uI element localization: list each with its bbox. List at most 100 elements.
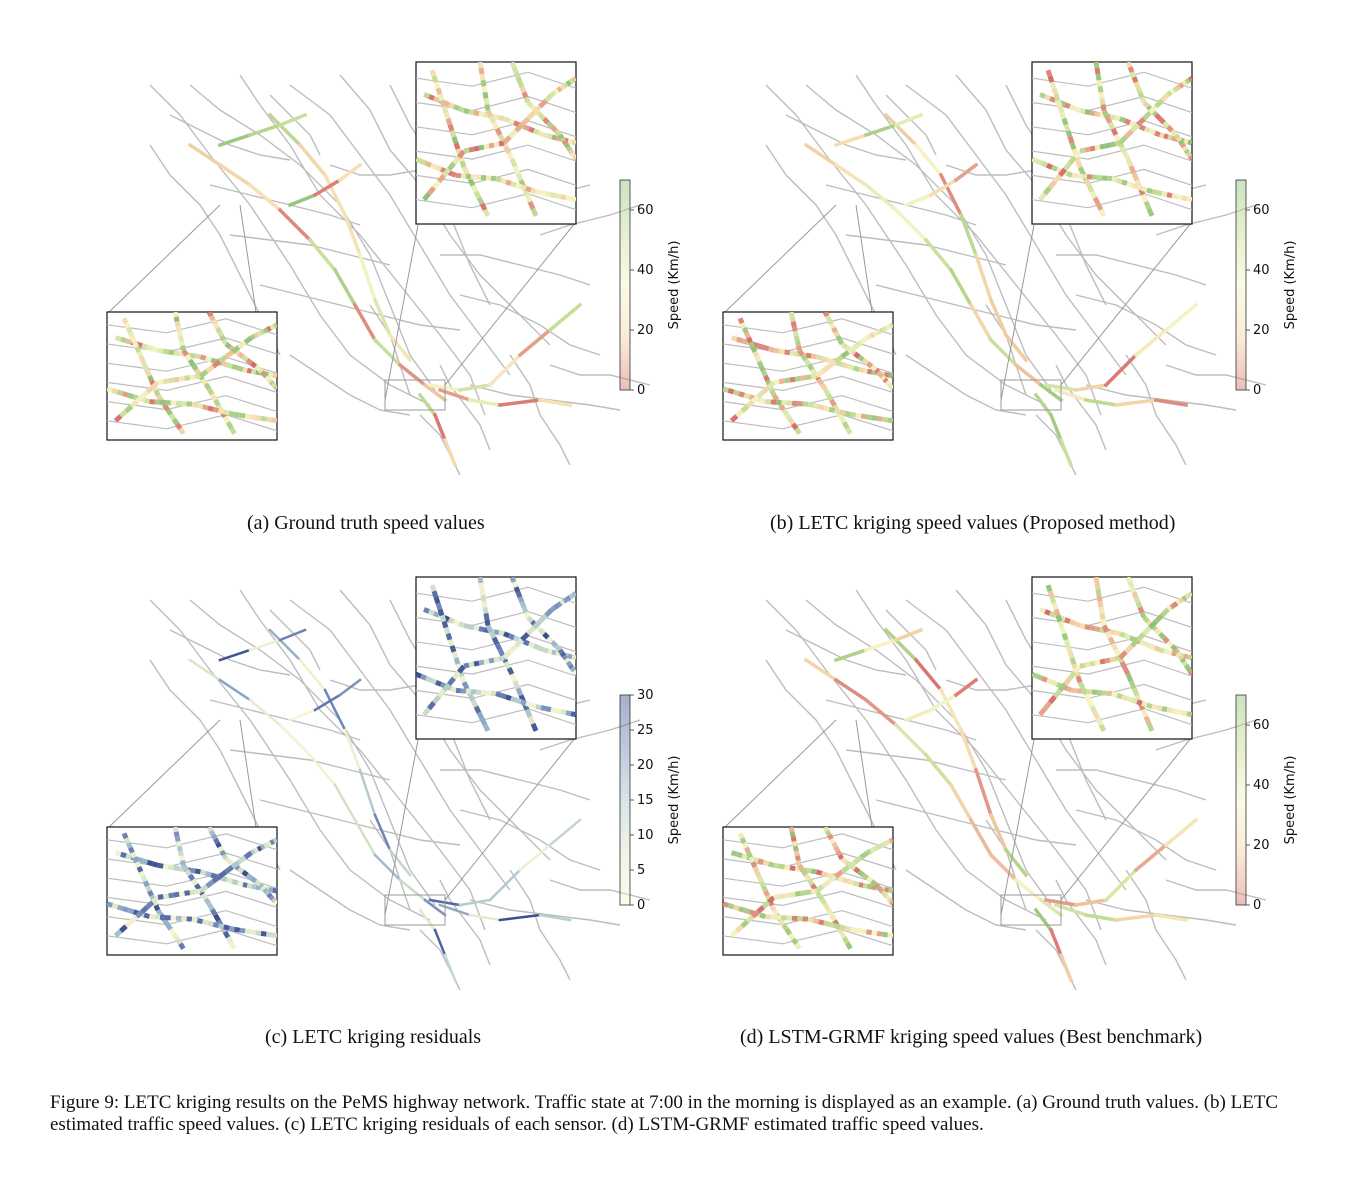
sensor-segment xyxy=(1038,382,1064,403)
inset-sensor xyxy=(1107,121,1116,130)
inset-sensor xyxy=(266,840,272,847)
inset-sensor xyxy=(819,382,828,391)
inset-sensor xyxy=(147,889,154,897)
inset-sensor xyxy=(111,903,119,910)
inset-sensor xyxy=(810,868,817,875)
inset-sensor xyxy=(789,831,796,838)
inset-sensor xyxy=(1046,677,1053,685)
inset-sensor xyxy=(829,398,837,407)
inset-sensor xyxy=(431,590,439,599)
colorbar: 0 20 40 60 Speed (Km/h) xyxy=(1235,179,1298,398)
inset-sensor xyxy=(215,841,222,849)
inset-sensor xyxy=(723,901,730,908)
inset-sensor xyxy=(565,595,572,602)
inset-sensor xyxy=(1154,627,1162,636)
map-base xyxy=(765,74,1267,476)
inset-sensor xyxy=(467,178,476,187)
inset-sensor xyxy=(135,394,144,404)
inset-sensor xyxy=(458,621,465,628)
inset-sensor xyxy=(1049,611,1056,618)
inset-sensor xyxy=(203,382,212,391)
inset-sensor xyxy=(882,325,888,332)
inset-sensor xyxy=(272,322,277,329)
inset-sensor xyxy=(241,869,249,877)
sensor-segment xyxy=(468,913,502,922)
inset-sensor xyxy=(1175,599,1182,606)
road-line xyxy=(239,589,486,931)
inset-sensor xyxy=(523,611,531,619)
inset-sensor xyxy=(829,322,836,330)
sensor-segment xyxy=(1133,327,1169,358)
inset-sensor xyxy=(445,632,453,641)
inset-sensor xyxy=(213,913,221,922)
inset-sensor xyxy=(823,920,830,927)
inset-sensor xyxy=(447,161,456,171)
zoom-region xyxy=(1000,894,1062,926)
inset-sensor xyxy=(224,350,234,359)
inset-sensor xyxy=(810,368,818,376)
inset-sensor xyxy=(250,929,257,936)
inset-bottom-left xyxy=(722,311,894,441)
inset-sensor xyxy=(268,379,275,386)
inset-sensor xyxy=(735,409,744,418)
inset-sensor xyxy=(174,321,181,327)
sensor-segment xyxy=(548,818,582,847)
sensor-segment xyxy=(247,122,283,138)
inset-sensor xyxy=(437,93,445,102)
inset-sensor xyxy=(746,336,753,344)
inset-sensor xyxy=(427,185,436,196)
inset-sensor xyxy=(824,829,832,837)
inset-sensor xyxy=(738,906,745,913)
road-line xyxy=(149,84,431,406)
inset-sensor xyxy=(1127,66,1135,74)
inset-sensor xyxy=(258,367,264,374)
sensor-segment xyxy=(833,162,869,188)
inset-sensor xyxy=(1097,600,1104,608)
inset-sensor xyxy=(1136,699,1143,706)
inset-sensor xyxy=(568,78,575,85)
inset-sensor xyxy=(473,110,480,117)
inset-sensor xyxy=(767,895,776,905)
inset-sensor xyxy=(532,619,542,630)
inset-sensor xyxy=(1116,177,1123,185)
inset-sensor xyxy=(493,629,500,636)
inset-sensor xyxy=(1073,149,1082,159)
sensor-segment xyxy=(278,628,307,642)
sensor-segment xyxy=(833,677,869,703)
inset-sensor xyxy=(1045,584,1053,592)
inset-sensor xyxy=(889,899,893,906)
inset-road xyxy=(723,890,893,908)
inset-sensor xyxy=(1104,142,1111,149)
inset-sensor xyxy=(569,666,576,673)
inset-sensor xyxy=(784,892,791,899)
inset-sensor xyxy=(788,312,795,318)
inset-sensor xyxy=(1139,639,1146,647)
inset-sensor xyxy=(526,615,534,624)
inset-sensor xyxy=(222,930,231,939)
inset-sensor xyxy=(224,342,232,350)
inset-sensor xyxy=(439,614,447,623)
inset-sensor xyxy=(827,874,838,884)
sensor-segment xyxy=(372,337,403,368)
inset-sensor xyxy=(1067,651,1075,659)
inset-sensor xyxy=(555,650,561,657)
callout-line xyxy=(384,739,419,916)
inset-sensor xyxy=(1094,67,1101,75)
road-line xyxy=(439,364,491,451)
inset-sensor xyxy=(1184,593,1191,600)
inset-sensor xyxy=(1065,130,1073,138)
inset-sensor xyxy=(1125,577,1133,583)
inset-sensor xyxy=(178,340,185,347)
inset-sensor xyxy=(173,350,180,357)
inset-sensor xyxy=(826,393,834,402)
inset-sensor xyxy=(1121,179,1128,186)
inset-sensor xyxy=(211,318,218,326)
inset-sensor xyxy=(551,134,557,141)
inset-sensor xyxy=(127,392,135,400)
inset-sensor xyxy=(506,152,515,161)
inset-sensor xyxy=(1173,133,1181,140)
inset-sensor xyxy=(1151,704,1158,711)
inset-sensor xyxy=(272,887,277,894)
inset-sensor xyxy=(520,116,530,127)
inset-sensor xyxy=(157,347,164,354)
